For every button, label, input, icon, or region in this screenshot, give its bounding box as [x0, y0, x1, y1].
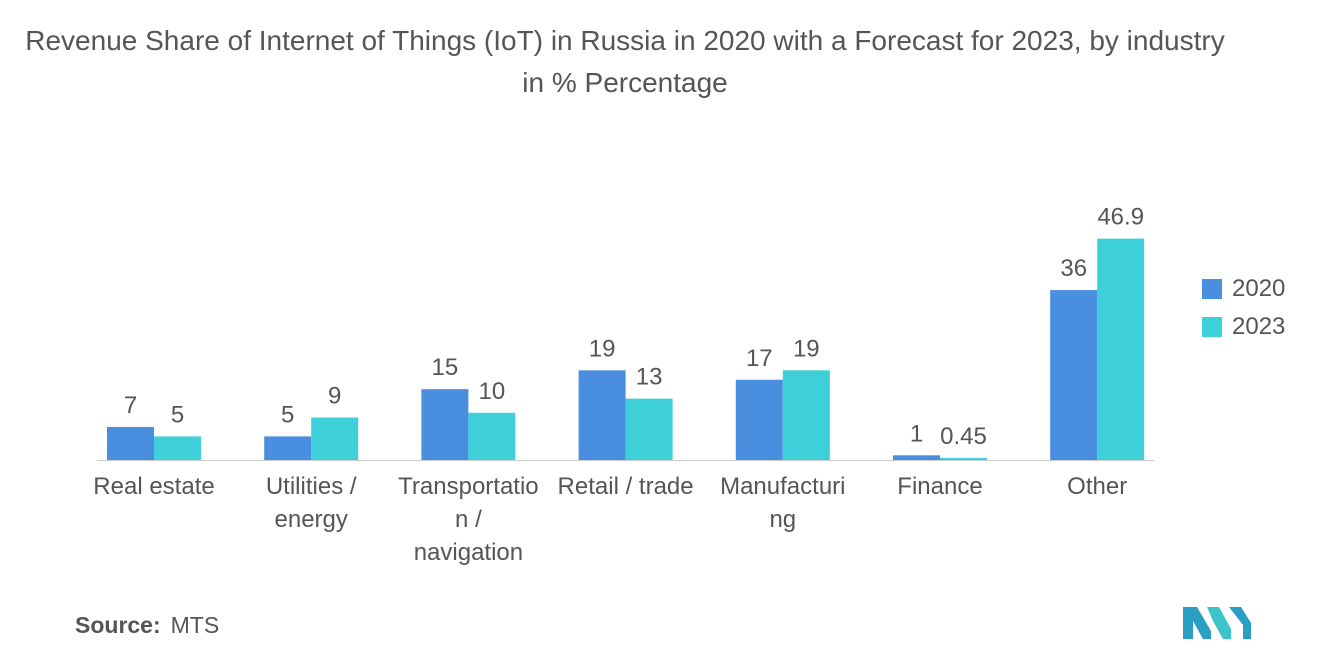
bar-2023-5 — [940, 457, 987, 460]
bar-2020-3 — [578, 370, 626, 460]
data-label-2023-2: 10 — [479, 378, 506, 405]
data-label-2020-2: 15 — [432, 354, 459, 381]
data-label-2020-0: 7 — [124, 392, 137, 419]
category-labels-group: Real estate Utilities / energy Transportati… — [93, 473, 1127, 566]
data-label-2023-3: 13 — [636, 364, 663, 391]
category-label-5: Finance — [897, 473, 982, 500]
legend: 2020 2023 — [1202, 270, 1285, 346]
bars-group — [107, 238, 1145, 460]
bar-2020-1 — [264, 436, 312, 460]
data-label-2020-5: 1 — [910, 420, 923, 447]
bar-2023-0 — [154, 436, 201, 460]
brand-logo — [1183, 607, 1251, 639]
bar-2020-2 — [421, 389, 469, 460]
data-label-2023-5: 0.45 — [940, 423, 987, 450]
data-label-2023-1: 9 — [328, 383, 341, 410]
legend-swatch-2023 — [1202, 317, 1222, 337]
data-label-2023-6: 46.9 — [1097, 204, 1144, 231]
category-label-1: Utilities / energy — [266, 473, 357, 533]
data-label-2023-0: 5 — [171, 401, 184, 428]
legend-label-2020: 2020 — [1232, 275, 1286, 302]
chart-title: Revenue Share of Internet of Things (IoT… — [25, 25, 1225, 98]
bar-2023-6 — [1097, 238, 1145, 460]
legend-item-2020: 2020 — [1202, 270, 1285, 308]
category-label-2: Transportatio n / navigation — [398, 473, 539, 566]
legend-label-2023: 2023 — [1232, 313, 1286, 340]
bar-2023-4 — [782, 370, 830, 460]
source-label: Source: — [75, 612, 161, 638]
legend-item-2023: 2023 — [1202, 308, 1285, 346]
category-label-6: Other — [1067, 473, 1127, 500]
category-label-4: Manufacturi ng — [720, 473, 845, 533]
source-value: MTS — [170, 612, 220, 638]
data-label-2020-3: 19 — [589, 335, 616, 362]
data-label-2020-1: 5 — [281, 401, 294, 428]
bar-2023-3 — [625, 398, 673, 460]
bar-2023-2 — [468, 412, 516, 460]
source-note: Source: MTS — [75, 612, 219, 639]
category-label-0: Real estate — [93, 473, 214, 500]
bar-2020-6 — [1050, 290, 1098, 460]
bar-2020-5 — [893, 455, 940, 460]
bar-2020-4 — [735, 379, 783, 460]
bar-2023-1 — [311, 417, 359, 460]
legend-swatch-2020 — [1202, 279, 1222, 299]
category-label-3: Retail / trade — [558, 473, 694, 500]
data-label-2020-6: 36 — [1060, 255, 1087, 282]
data-label-2020-4: 17 — [746, 345, 773, 372]
value-labels-group: 7 5 5 9 15 10 19 13 17 19 1 0.45 36 46.9 — [124, 204, 1144, 450]
bar-2020-0 — [107, 426, 154, 460]
data-label-2023-4: 19 — [793, 335, 820, 362]
